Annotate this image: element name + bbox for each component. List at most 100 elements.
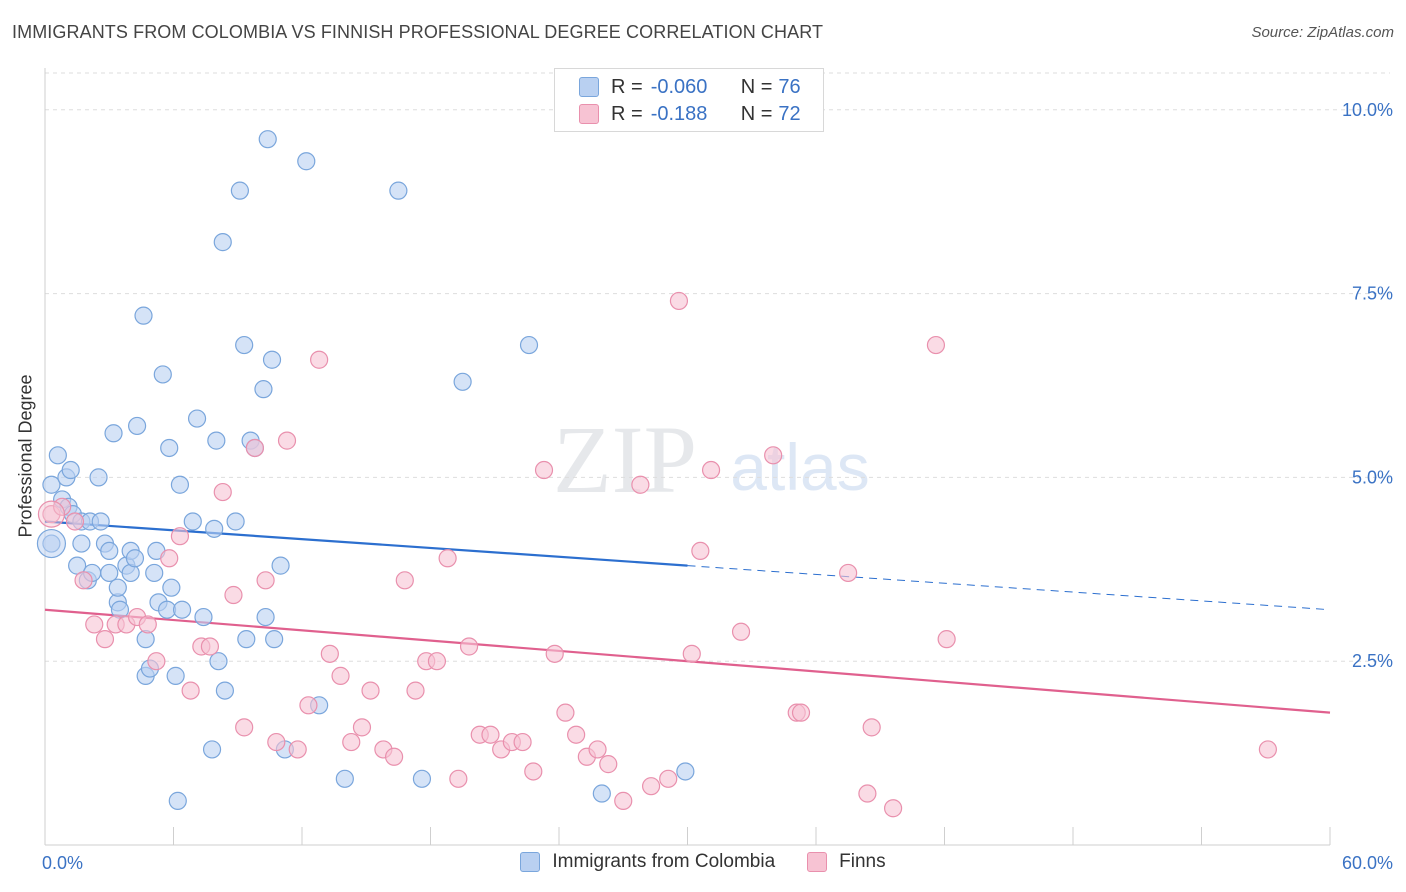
point-finns bbox=[513, 732, 532, 752]
point-finns bbox=[614, 791, 633, 810]
point-finns bbox=[481, 725, 500, 744]
point-colombia bbox=[127, 416, 147, 436]
point-finns bbox=[926, 335, 946, 355]
point-colombia bbox=[72, 534, 91, 553]
point-colombia bbox=[183, 512, 202, 531]
point-finns bbox=[524, 762, 543, 781]
point-finns bbox=[361, 681, 380, 700]
legend-item-finns[interactable]: Finns bbox=[807, 851, 886, 873]
n-label: N = bbox=[740, 102, 773, 125]
point-finns bbox=[95, 630, 115, 649]
legend-item-colombia[interactable]: Immigrants from Colombia bbox=[520, 851, 775, 873]
point-colombia bbox=[254, 380, 273, 399]
data-points bbox=[36, 130, 1277, 818]
point-finns bbox=[200, 637, 220, 656]
chart-source: Source: ZipAtlas.com bbox=[1251, 24, 1394, 41]
point-finns bbox=[224, 585, 243, 605]
y-tick-label: 7.5% bbox=[1352, 284, 1393, 304]
point-finns bbox=[862, 718, 881, 737]
point-colombia bbox=[134, 306, 153, 325]
point-colombia bbox=[207, 431, 226, 450]
point-finns bbox=[256, 571, 275, 590]
n-value: 72 bbox=[778, 102, 801, 125]
point-finns bbox=[181, 681, 200, 700]
trend-lines bbox=[44, 520, 1331, 714]
point-finns bbox=[320, 644, 339, 663]
legend-label: Immigrants from Colombia bbox=[552, 851, 776, 872]
tick-labels: 2.5% 5.0% 7.5% 10.0% 0.0% 60.0% bbox=[42, 100, 1393, 873]
point-finns bbox=[213, 482, 232, 502]
point-colombia bbox=[297, 152, 316, 171]
point-colombia bbox=[194, 607, 213, 627]
point-finns bbox=[659, 769, 678, 788]
point-colombia bbox=[153, 365, 172, 384]
point-finns bbox=[599, 755, 618, 774]
point-colombia bbox=[412, 769, 432, 788]
point-colombia bbox=[108, 578, 127, 597]
series-legend: Immigrants from Colombia Finns bbox=[0, 851, 1406, 873]
point-finns bbox=[438, 549, 457, 568]
point-finns bbox=[267, 732, 286, 752]
r-label: R = bbox=[611, 75, 643, 98]
point-finns bbox=[731, 622, 751, 641]
point-finns bbox=[288, 740, 307, 759]
watermark-atlas: atlas bbox=[730, 430, 869, 504]
point-finns bbox=[567, 725, 586, 744]
legend-swatch-blue bbox=[579, 77, 599, 97]
point-colombia bbox=[262, 350, 282, 369]
point-colombia bbox=[100, 541, 119, 561]
legend-swatch-blue bbox=[520, 852, 541, 872]
axes bbox=[44, 68, 1331, 846]
point-colombia bbox=[265, 630, 284, 649]
point-colombia bbox=[202, 740, 222, 759]
n-label: N = bbox=[740, 75, 773, 98]
r-label: R = bbox=[611, 102, 643, 125]
point-colombia bbox=[519, 335, 539, 355]
legend-swatch-pink bbox=[807, 852, 828, 872]
point-finns bbox=[74, 571, 93, 590]
chart-title: IMMIGRANTS FROM COLOMBIA VS FINNISH PROF… bbox=[12, 22, 824, 42]
r-value: -0.060 bbox=[650, 75, 708, 98]
point-finns bbox=[384, 747, 404, 766]
point-colombia bbox=[89, 468, 108, 487]
point-finns bbox=[170, 527, 190, 546]
point-finns bbox=[459, 637, 479, 656]
point-colombia bbox=[271, 556, 290, 575]
point-finns bbox=[631, 475, 650, 494]
point-finns bbox=[342, 732, 361, 752]
point-colombia bbox=[187, 409, 207, 428]
point-finns bbox=[588, 740, 607, 759]
point-finns bbox=[147, 652, 166, 671]
point-colombia bbox=[209, 652, 228, 671]
point-finns bbox=[791, 703, 811, 722]
point-colombia bbox=[125, 549, 145, 568]
point-colombia bbox=[258, 130, 277, 149]
point-finns bbox=[682, 644, 701, 663]
point-colombia bbox=[100, 563, 119, 583]
point-finns bbox=[427, 652, 447, 671]
point-colombia bbox=[166, 666, 185, 685]
point-finns bbox=[65, 512, 85, 531]
point-colombia bbox=[215, 681, 234, 700]
point-finns bbox=[85, 615, 104, 634]
point-colombia bbox=[170, 475, 190, 494]
point-finns bbox=[858, 784, 877, 803]
legend-label: Finns bbox=[839, 851, 886, 872]
y-tick-label: 10.0% bbox=[1342, 100, 1393, 120]
y-tick-label: 5.0% bbox=[1352, 467, 1393, 487]
point-finns bbox=[245, 438, 264, 458]
point-finns bbox=[701, 460, 721, 480]
trend-line-colombia-extrapolated bbox=[687, 565, 1331, 611]
gridlines bbox=[45, 72, 1390, 662]
point-colombia bbox=[205, 519, 224, 538]
point-colombia bbox=[335, 769, 354, 788]
r-value: -0.188 bbox=[650, 102, 708, 125]
point-finns bbox=[299, 696, 318, 715]
point-colombia bbox=[36, 528, 67, 559]
point-colombia bbox=[237, 630, 256, 649]
x-tick-label-max: 60.0% bbox=[1342, 853, 1393, 873]
point-colombia bbox=[162, 578, 181, 597]
point-colombia bbox=[61, 460, 80, 480]
point-colombia bbox=[226, 512, 245, 531]
